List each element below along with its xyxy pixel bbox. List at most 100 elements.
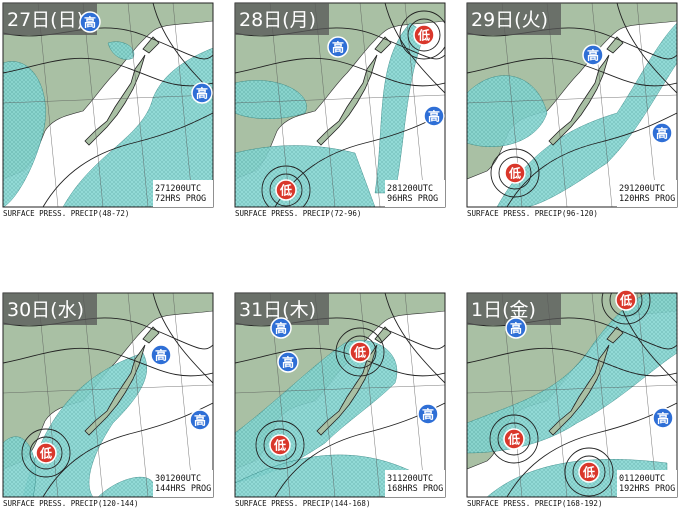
graticule xyxy=(172,293,194,497)
graticule xyxy=(82,293,104,497)
day-label: 1日(金) xyxy=(471,299,536,321)
isobar xyxy=(384,293,445,384)
pressure-marker xyxy=(275,179,297,201)
isobar xyxy=(255,420,305,470)
pressure-marker xyxy=(413,24,435,46)
stamp-text: 291200UTC xyxy=(619,184,665,194)
isobar xyxy=(498,156,532,190)
caption: SURFACE PRESS. PRECIP(96-120) xyxy=(467,209,598,218)
precip-area xyxy=(62,47,213,207)
isobar xyxy=(3,347,213,377)
stamp-bg xyxy=(153,470,213,497)
stamp-text: 281200UTC xyxy=(387,184,433,194)
stamp-text: 168HRS PROG xyxy=(387,484,443,494)
pressure-marker xyxy=(505,317,527,339)
day-label: 27日(日) xyxy=(7,9,84,31)
pressure-marker xyxy=(35,442,57,464)
pressure-label: 高 xyxy=(84,15,96,30)
isobar xyxy=(497,422,531,456)
pressure-label: 高 xyxy=(656,126,668,141)
stamp-text: 72HRS PROG xyxy=(155,194,206,204)
isobar xyxy=(343,335,377,369)
precip-area xyxy=(467,293,677,454)
isobar xyxy=(235,347,445,377)
graticule xyxy=(269,3,291,207)
graticule xyxy=(127,293,149,497)
isobar xyxy=(3,317,213,350)
isobar xyxy=(490,148,540,198)
graticule xyxy=(235,94,445,104)
stamp-bg xyxy=(385,470,445,497)
pressure-marker xyxy=(417,403,439,425)
stamp-bg xyxy=(385,180,445,207)
isobar xyxy=(601,293,651,325)
pressure-label: 高 xyxy=(275,321,287,336)
precip-area xyxy=(235,145,376,207)
pressure-label: 低 xyxy=(507,432,520,447)
land xyxy=(235,3,445,180)
pressure-label: 低 xyxy=(619,293,632,308)
pressure-marker xyxy=(652,407,674,429)
isobar xyxy=(467,57,677,87)
stamp-bg xyxy=(153,180,213,207)
isobar xyxy=(42,112,213,207)
japan xyxy=(548,326,624,436)
isobar xyxy=(274,112,445,207)
day-label-bg xyxy=(467,3,561,35)
pressure-label: 高 xyxy=(587,48,599,63)
isobar xyxy=(506,112,677,207)
pressure-label: 高 xyxy=(282,355,294,370)
pressure-marker xyxy=(349,341,371,363)
pressure-label: 高 xyxy=(332,40,344,55)
isobar xyxy=(269,173,303,207)
pressure-label: 高 xyxy=(657,411,669,426)
graticule xyxy=(172,3,194,207)
japan xyxy=(84,36,160,146)
pressure-marker xyxy=(277,351,299,373)
map-frame xyxy=(466,292,678,498)
graticule xyxy=(37,3,59,207)
pressure-marker xyxy=(327,36,349,58)
isobar xyxy=(616,3,677,94)
graticule xyxy=(359,293,381,497)
stamp-bg xyxy=(617,180,677,207)
precip-area xyxy=(467,75,548,147)
graticule xyxy=(314,3,336,207)
day-label: 28日(月) xyxy=(239,9,316,31)
pressure-marker xyxy=(79,11,101,33)
pressure-label: 低 xyxy=(353,345,366,360)
precip-area xyxy=(3,61,46,207)
map xyxy=(3,293,213,497)
map-frame xyxy=(234,2,446,208)
pressure-marker xyxy=(423,105,445,127)
day-label: 31日(木) xyxy=(239,299,316,321)
graticule xyxy=(546,293,568,497)
pressure-marker xyxy=(150,344,172,366)
pressure-marker xyxy=(582,44,604,66)
isobar xyxy=(261,165,311,207)
stamp-text: 120HRS PROG xyxy=(619,194,675,204)
japan xyxy=(316,36,392,146)
graticule xyxy=(235,384,445,394)
pressure-label: 高 xyxy=(196,86,208,101)
isobar xyxy=(467,27,677,60)
stamp-text: 192HRS PROG xyxy=(619,484,675,494)
isobar xyxy=(564,447,614,497)
precip-area xyxy=(235,80,307,119)
graticule xyxy=(127,3,149,207)
pressure-marker xyxy=(651,122,673,144)
isobar xyxy=(609,293,643,317)
isobar xyxy=(489,414,539,464)
isobar xyxy=(399,10,445,60)
graticule xyxy=(404,293,426,497)
graticule xyxy=(467,94,677,104)
graticule xyxy=(636,293,658,497)
stamp-bg xyxy=(617,470,677,497)
map xyxy=(467,3,677,207)
day-label: 30日(水) xyxy=(7,299,84,321)
isobar xyxy=(3,27,213,60)
stamp-text: 311200UTC xyxy=(387,474,433,484)
